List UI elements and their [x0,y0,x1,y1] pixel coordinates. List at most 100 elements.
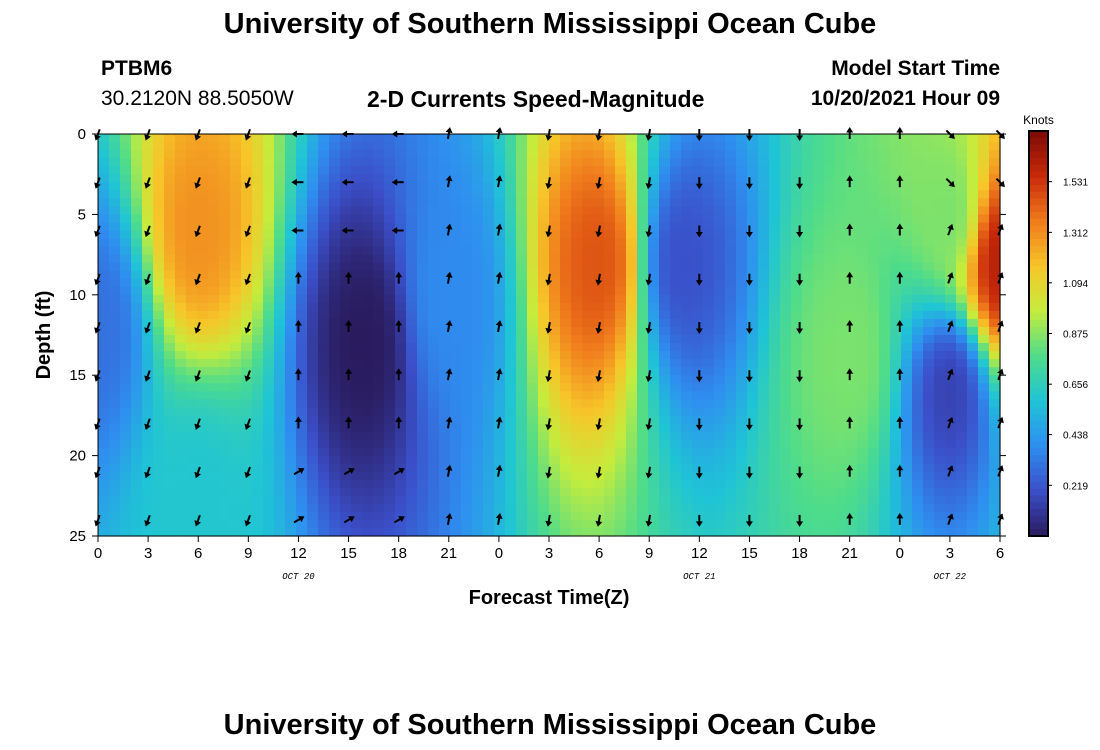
heatmap-cell [637,158,649,167]
heatmap-cell [901,511,913,521]
heatmap-cell [373,238,385,248]
heatmap-cell [582,359,594,368]
heatmap-cell [571,391,583,400]
heatmap-cell [681,527,693,537]
heatmap-cell [791,487,803,497]
heatmap-cell [769,431,781,441]
heatmap-cell [769,190,781,199]
heatmap-cell [736,318,748,328]
heatmap-cell [769,359,781,368]
heatmap-cell [560,383,572,392]
heatmap-cell [527,375,539,384]
heatmap-cell [791,415,803,425]
heatmap-cell [978,150,990,159]
heatmap-cell [714,150,726,159]
heatmap-cell [109,246,121,256]
heatmap-cell [824,447,836,457]
heatmap-cell [692,238,704,248]
heatmap-cell [703,190,715,199]
heatmap-cell [670,343,682,352]
heatmap-cell [219,431,231,441]
heatmap-cell [923,343,935,352]
heatmap-cell [516,166,528,175]
heatmap-cell [736,367,748,376]
heatmap-cell [230,182,242,191]
heatmap-cell [472,150,484,159]
heatmap-cell [835,198,847,207]
heatmap-cell [681,278,693,288]
heatmap-cell [109,206,121,215]
heatmap-cell [373,206,385,215]
heatmap-cell [824,142,836,151]
heatmap-cell [274,222,286,232]
heatmap-cell [263,391,275,400]
heatmap-cell [857,254,869,264]
heatmap-cell [670,166,682,175]
colorbar-segment [1029,218,1048,226]
heatmap-cell [714,495,726,505]
heatmap-cell [747,375,759,384]
heatmap-cell [538,391,550,400]
heatmap-cell [318,399,330,408]
heatmap-cell [373,230,385,240]
heatmap-cell [230,471,242,481]
heatmap-cell [648,310,660,320]
heatmap-cell [219,326,231,336]
heatmap-cell [681,230,693,240]
heatmap-cell [582,174,594,183]
heatmap-cell [351,294,363,304]
heatmap-cell [945,294,957,304]
heatmap-cell [813,318,825,328]
heatmap-cell [978,294,990,304]
heatmap-cell [373,286,385,296]
heatmap-cell [373,511,385,521]
heatmap-cell [329,302,341,312]
heatmap-cell [98,134,110,143]
heatmap-cell [274,310,286,320]
heatmap-cell [901,375,913,384]
heatmap-cell [549,375,561,384]
heatmap-cell [604,407,616,416]
heatmap-cell [846,326,858,336]
heatmap-cell [604,222,616,232]
heatmap-cell [923,527,935,537]
heatmap-cell [604,383,616,392]
heatmap-cell [912,278,924,288]
heatmap-cell [461,166,473,175]
heatmap-cell [395,463,407,473]
heatmap-cell [329,174,341,183]
heatmap-cell [560,375,572,384]
heatmap-cell [835,343,847,352]
heatmap-cell [692,447,704,457]
heatmap-cell [186,463,198,473]
heatmap-cell [263,198,275,207]
heatmap-cell [428,407,440,416]
heatmap-cell [175,423,187,433]
heatmap-cell [296,487,308,497]
heatmap-cell [637,286,649,296]
heatmap-cell [868,375,880,384]
heatmap-cell [241,487,253,497]
heatmap-cell [538,238,550,248]
heatmap-cell [98,174,110,183]
heatmap-cell [230,503,242,513]
heatmap-cell [472,503,484,513]
heatmap-cell [384,471,396,481]
heatmap-cell [186,150,198,159]
heatmap-cell [164,326,176,336]
heatmap-cell [681,479,693,489]
heatmap-cell [637,471,649,481]
heatmap-cell [769,246,781,256]
colorbar-segment [1029,320,1048,328]
current-arrow [745,370,753,383]
heatmap-cell [439,415,451,425]
heatmap-cell [703,479,715,489]
heatmap-cell [637,439,649,449]
heatmap-cell [703,335,715,344]
heatmap-cell [472,519,484,529]
heatmap-cell [857,487,869,497]
heatmap-cell [208,455,220,465]
heatmap-cell [516,439,528,449]
heatmap-cell [538,214,550,224]
heatmap-cell [362,447,374,457]
